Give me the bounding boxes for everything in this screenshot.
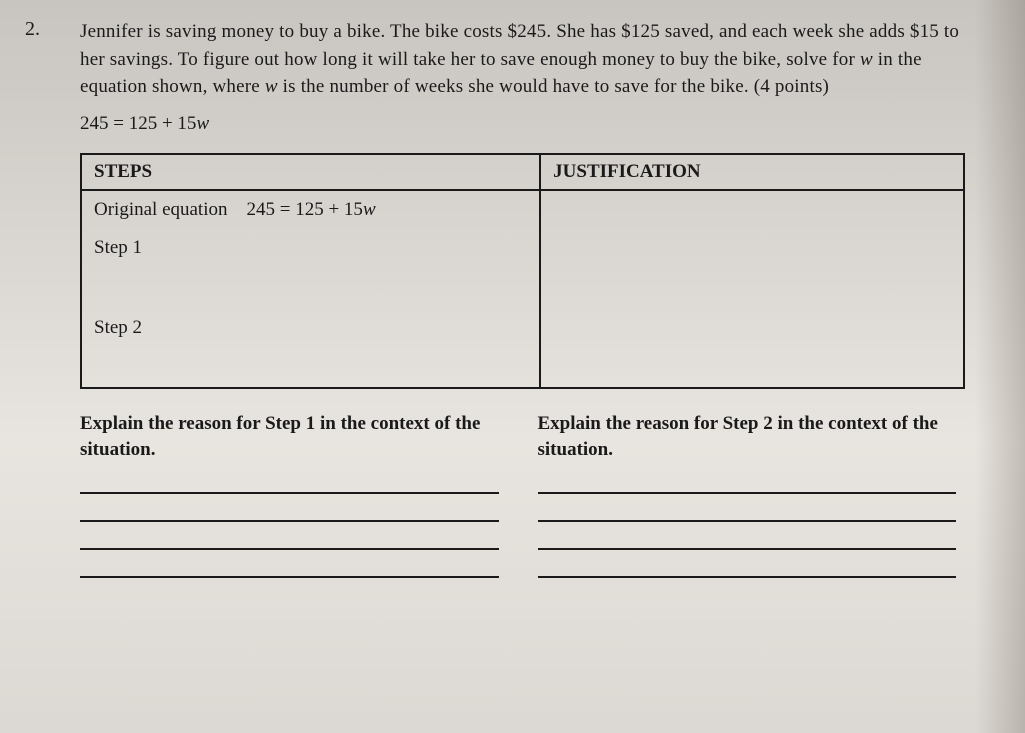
problem-text-part3: is the number of weeks she would have to… <box>278 76 829 97</box>
main-equation: 245 = 125 + 15w <box>80 113 965 135</box>
explain-step2-prompt: Explain the reason for Step 2 in the con… <box>538 411 966 464</box>
step-1-label: Step 1 <box>82 227 539 307</box>
answer-line <box>80 576 499 578</box>
steps-justification-table: STEPS JUSTIFICATION Original equation 24… <box>80 153 965 389</box>
table-steps-body: Original equation 245 = 125 + 15w Step 1… <box>81 190 540 388</box>
problem-text-part1: Jennifer is saving money to buy a bike. … <box>80 21 959 70</box>
answer-line <box>538 576 957 578</box>
table-header-justification: JUSTIFICATION <box>540 154 964 190</box>
answer-line <box>538 520 957 522</box>
answer-line <box>80 520 499 522</box>
explain-step1-column: Explain the reason for Step 1 in the con… <box>80 411 508 604</box>
explain-step2-column: Explain the reason for Step 2 in the con… <box>538 411 966 604</box>
table-justification-body <box>540 190 964 388</box>
variable-w-2: w <box>265 76 278 97</box>
answer-line <box>538 492 957 494</box>
answer-line <box>538 548 957 550</box>
question-number: 2. <box>25 18 40 41</box>
page-edge-shadow <box>975 0 1025 733</box>
original-equation-label: Original equation <box>94 199 228 220</box>
answer-line <box>80 492 499 494</box>
answer-line <box>80 548 499 550</box>
explain-step1-prompt: Explain the reason for Step 1 in the con… <box>80 411 508 464</box>
problem-statement: Jennifer is saving money to buy a bike. … <box>80 18 965 101</box>
variable-w-1: w <box>860 49 873 70</box>
table-header-steps: STEPS <box>81 154 540 190</box>
step-2-label: Step 2 <box>82 307 539 387</box>
